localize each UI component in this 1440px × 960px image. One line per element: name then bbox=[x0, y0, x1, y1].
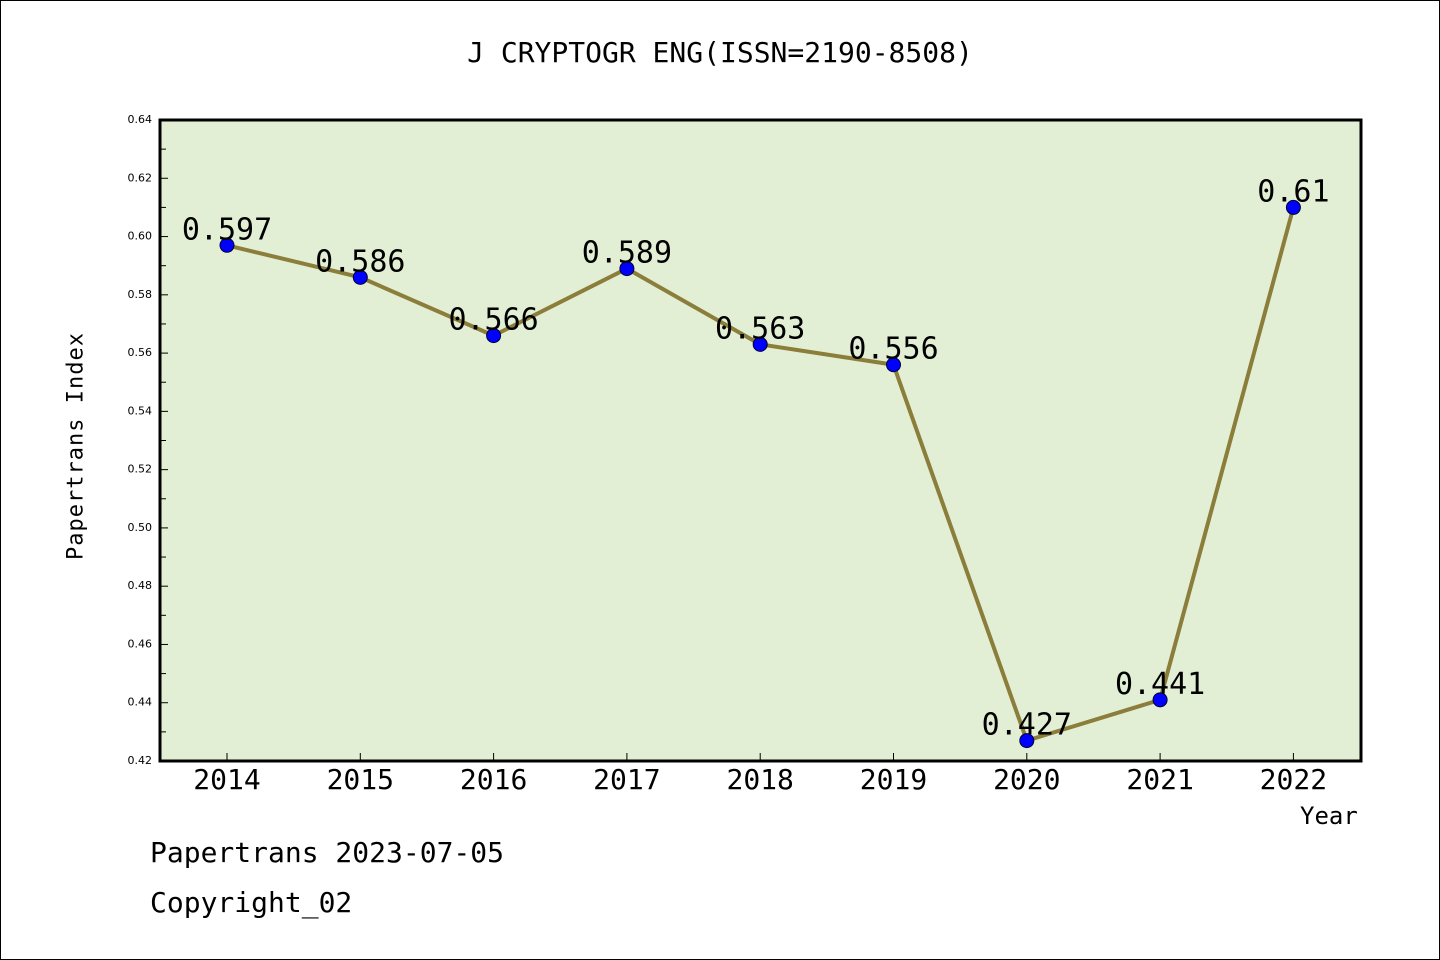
data-label: 0.441 bbox=[1115, 667, 1205, 702]
data-label: 0.563 bbox=[715, 311, 805, 346]
y-tick-label: 0.50 bbox=[128, 521, 153, 534]
data-point bbox=[1019, 733, 1035, 749]
x-tick-label: 2019 bbox=[860, 763, 927, 796]
y-tick-label: 0.60 bbox=[128, 230, 153, 243]
data-label: 0.427 bbox=[982, 708, 1072, 743]
data-label: 0.589 bbox=[582, 236, 672, 271]
data-label: 0.586 bbox=[315, 244, 405, 279]
y-tick-label: 0.62 bbox=[128, 171, 153, 184]
data-point bbox=[619, 261, 635, 277]
data-label: 0.61 bbox=[1257, 174, 1329, 209]
x-tick-label: 2016 bbox=[460, 763, 527, 796]
x-tick-label: 2017 bbox=[593, 763, 660, 796]
y-tick-label: 0.56 bbox=[128, 346, 153, 359]
plot-area bbox=[160, 120, 1361, 761]
x-tick-label: 2014 bbox=[193, 763, 260, 796]
data-label: 0.556 bbox=[848, 332, 938, 367]
y-tick-label: 0.44 bbox=[128, 696, 153, 709]
footer-date: Papertrans 2023-07-05 bbox=[150, 836, 505, 869]
data-point bbox=[886, 357, 901, 373]
x-tick-label: 2022 bbox=[1260, 763, 1327, 796]
y-tick-label: 0.42 bbox=[128, 754, 153, 767]
x-tick-label: 2015 bbox=[327, 763, 394, 796]
data-point bbox=[352, 269, 368, 285]
data-label: 0.597 bbox=[182, 212, 272, 247]
y-tick-label: 0.48 bbox=[128, 579, 153, 592]
data-point bbox=[1152, 692, 1168, 708]
x-axis-label: Year bbox=[1300, 802, 1358, 830]
x-tick-label: 2021 bbox=[1126, 763, 1193, 796]
chart-title: J CRYPTOGR ENG(ISSN=2190-8508) bbox=[467, 36, 973, 69]
y-tick-label: 0.64 bbox=[128, 113, 153, 126]
data-point bbox=[219, 237, 235, 253]
data-point bbox=[486, 328, 502, 344]
plot-border bbox=[158, 118, 1363, 763]
footer-copyright: Copyright_02 bbox=[150, 886, 353, 919]
data-point bbox=[1285, 199, 1301, 215]
data-label: 0.566 bbox=[448, 303, 538, 338]
x-tick-label: 2018 bbox=[726, 763, 793, 796]
y-tick-label: 0.54 bbox=[128, 404, 153, 417]
y-tick-label: 0.46 bbox=[128, 637, 153, 650]
data-point bbox=[752, 336, 768, 352]
x-tick-label: 2020 bbox=[993, 763, 1060, 796]
y-tick-label: 0.58 bbox=[128, 288, 153, 301]
y-tick-label: 0.52 bbox=[128, 463, 153, 476]
